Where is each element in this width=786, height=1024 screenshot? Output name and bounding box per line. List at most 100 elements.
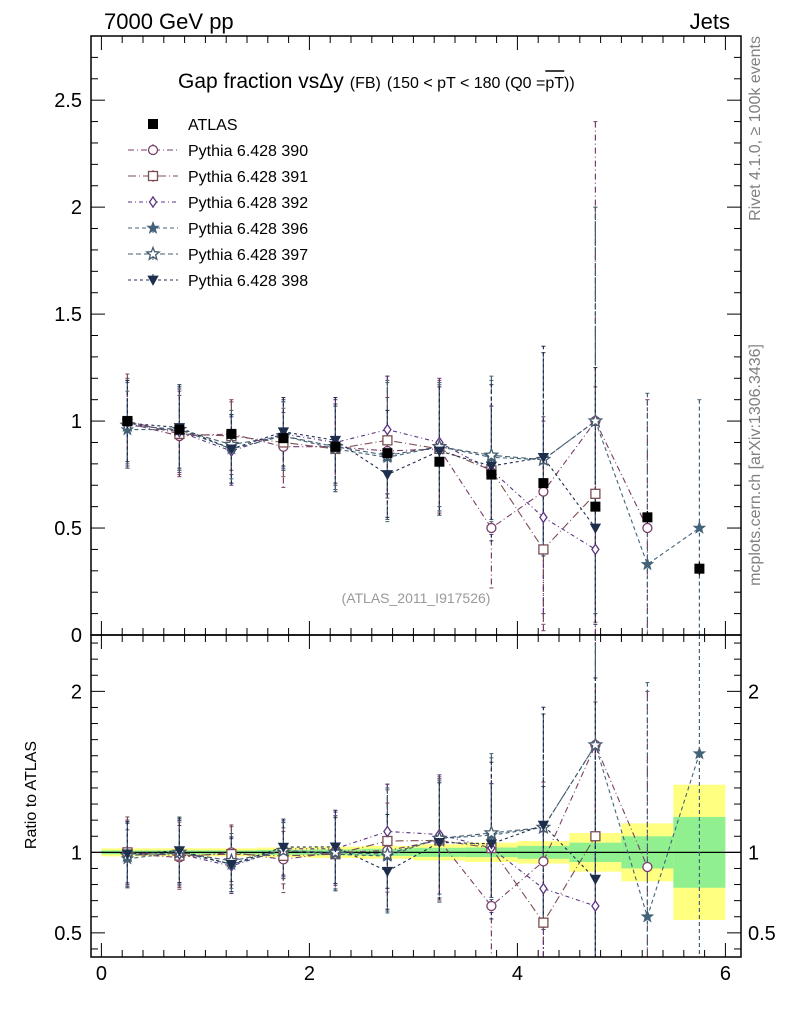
data-point [382, 435, 393, 446]
atlas-point [122, 416, 133, 427]
data-point [329, 435, 342, 447]
main-y-tick-label: 2 [71, 197, 82, 219]
data-point [433, 446, 446, 457]
main-y-tick-label: 1 [71, 411, 82, 433]
title: Gap fraction vsΔy (FB) (150 < pT < 180 (Q0… [178, 70, 575, 93]
series-line-ratio [127, 744, 596, 862]
legend-label: Pythia 6.428 398 [188, 273, 308, 290]
svg-text:Gap fraction vsΔy(FB)(150 < pT: Gap fraction vsΔy (FB) (150 < pT < 180 (Q0… [178, 70, 575, 93]
data-point [692, 520, 707, 534]
ratio-uncertainty-bands [91, 784, 741, 920]
ratio-y-tick-label-right: 2 [748, 681, 759, 703]
series-line-ratio [127, 830, 596, 907]
ratio-point [537, 820, 550, 831]
ratio-point [539, 882, 548, 895]
ratio-point [277, 842, 290, 853]
legend-marker [146, 220, 160, 234]
ratio-point [486, 900, 497, 912]
ratio-point [538, 856, 549, 867]
ratio-point [587, 736, 604, 752]
watermark: (ATLAS_2011_I917526) [342, 590, 491, 606]
ratio-point [483, 824, 500, 840]
ratio-point [640, 909, 655, 923]
ratio-point [381, 866, 394, 878]
legend-marker [147, 170, 159, 182]
series-line-ratio [127, 743, 700, 919]
ratio-point [225, 859, 238, 871]
series-line-main [127, 420, 596, 461]
main-y-tick-label: 1.5 [54, 304, 82, 326]
atlas-point [538, 478, 549, 489]
legend-label: Pythia 6.428 391 [188, 169, 308, 186]
atlas-point [330, 441, 341, 452]
data-point [539, 511, 548, 524]
ratio-point [591, 899, 600, 913]
legend-label: Pythia 6.428 390 [188, 143, 308, 160]
atlas-point [486, 469, 497, 480]
legend-atlas-label: ATLAS [188, 117, 238, 134]
ratio-point [382, 835, 393, 847]
mcplots-label: mcplots.cern.ch [arXiv:1306.3436] [747, 344, 764, 586]
data-point [225, 444, 238, 455]
data-point [120, 422, 135, 436]
ratio-frame [90, 634, 742, 958]
ratio-ylabel: Ratio to ATLAS [23, 741, 40, 849]
legend-marker [147, 144, 159, 156]
ratio-point [642, 861, 653, 873]
x-tick-label: 6 [720, 963, 731, 985]
title-fb: (FB) [350, 75, 381, 92]
rivet-label: Rivet 4.1.0, ≥ 100k events [747, 36, 764, 221]
ratio-point [433, 838, 446, 849]
series-line-main [127, 420, 596, 551]
ratio-y-tick-label-right: 1 [748, 842, 759, 864]
data-point [483, 446, 500, 463]
ratio-y-tick-label: 2 [71, 681, 82, 703]
ratio-point [383, 825, 392, 838]
series-line-main [127, 422, 596, 550]
ratio-point [121, 849, 134, 860]
title-q0: pT [545, 75, 564, 92]
ratio-y-tick-label: 1 [71, 842, 82, 864]
atlas-point [174, 424, 185, 435]
data-point [277, 427, 290, 438]
atlas-point [278, 433, 289, 444]
data-point [591, 543, 600, 556]
ratio-point [590, 831, 601, 842]
data-point [537, 453, 550, 464]
title-main: Gap fraction vsΔy [178, 70, 344, 93]
markers [119, 412, 707, 928]
data-point [640, 557, 655, 571]
x-tick-label: 2 [304, 963, 315, 985]
atlas-point [694, 563, 705, 574]
title-cut: (150 < pT < 180 (Q0 = [387, 75, 545, 92]
atlas-point [642, 512, 653, 523]
atlas-point [590, 501, 601, 512]
data-point [538, 544, 549, 555]
ratio-point [329, 842, 342, 853]
title-close: )) [564, 75, 575, 92]
legend-marker [148, 195, 158, 209]
series-line-main [127, 420, 700, 566]
legend: ATLAS Pythia 6.428 390 Pythia 6.428 391 Pyt… [128, 117, 308, 290]
x-tick-label: 4 [512, 963, 523, 985]
ratio-point [538, 917, 549, 928]
series-line-main [127, 422, 596, 529]
legend-marker [147, 275, 159, 286]
legend-atlas-marker [148, 119, 158, 129]
ratio-point [692, 746, 707, 760]
data-point [538, 486, 549, 497]
main-y-tick-label: 0 [71, 625, 82, 647]
series-line-ratio [127, 836, 596, 924]
data-point [589, 523, 602, 534]
atlas-point [226, 428, 237, 439]
legend-label: Pythia 6.428 392 [188, 195, 308, 212]
legend-label: Pythia 6.428 396 [188, 221, 308, 238]
data-point [486, 522, 497, 534]
x-tick-label: 0 [96, 963, 107, 985]
ratio-point [173, 846, 186, 857]
legend-label: Pythia 6.428 397 [188, 247, 308, 264]
data-point [485, 461, 498, 472]
data-point [642, 522, 653, 534]
main-y-tick-label: 2.5 [54, 90, 82, 112]
